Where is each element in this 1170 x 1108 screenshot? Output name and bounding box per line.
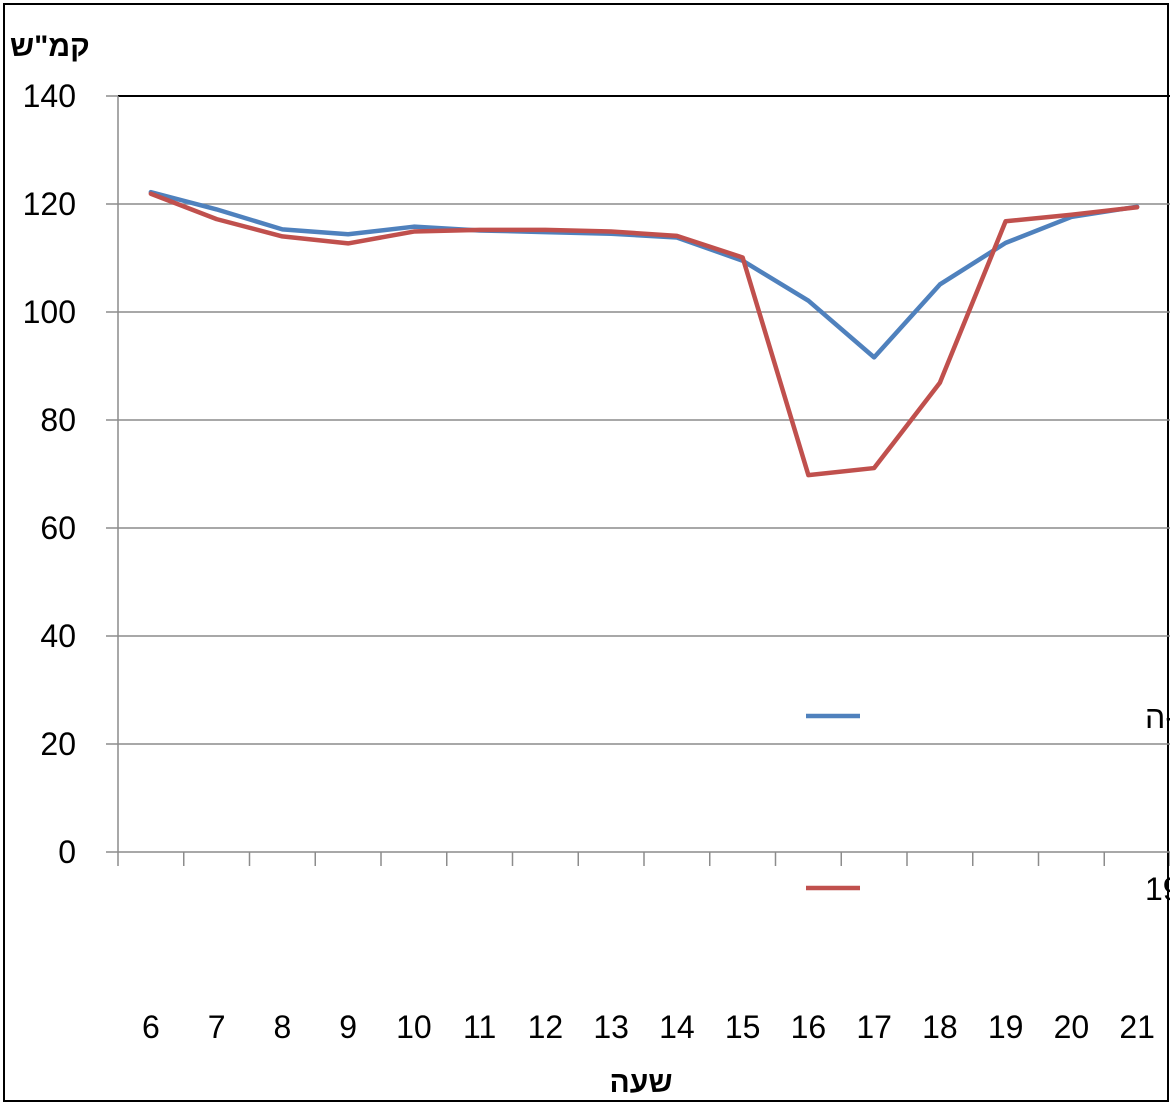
- legend-label-2: צפונה 19-20.10: [1145, 871, 1170, 907]
- x-tick-label: 9: [339, 1009, 357, 1045]
- y-tick-label: 120: [23, 186, 76, 222]
- x-axis-title: שעה: [610, 1066, 673, 1099]
- x-tick-label: 18: [922, 1009, 958, 1045]
- x-tick-label: 10: [396, 1009, 432, 1045]
- chart-frame: [4, 4, 1168, 1101]
- y-tick-label: 60: [40, 510, 76, 546]
- x-tick-label: 14: [659, 1009, 695, 1045]
- y-tick-label: 80: [40, 402, 76, 438]
- legend-label-1: צפונה א-ה: [1145, 699, 1170, 735]
- x-tick-label: 8: [273, 1009, 291, 1045]
- y-axis-title: קמ"ש: [10, 30, 90, 63]
- y-tick-label: 20: [40, 726, 76, 762]
- x-tick-label: 12: [528, 1009, 564, 1045]
- x-tick-label: 16: [791, 1009, 827, 1045]
- x-tick-label: 15: [725, 1009, 761, 1045]
- x-tick-label: 13: [593, 1009, 629, 1045]
- x-tick-label: 20: [1054, 1009, 1090, 1045]
- x-tick-label: 6: [142, 1009, 160, 1045]
- y-tick-label: 40: [40, 618, 76, 654]
- y-tick-label: 0: [58, 834, 76, 870]
- y-tick-label: 100: [23, 294, 76, 330]
- x-tick-label: 21: [1119, 1009, 1155, 1045]
- x-tick-label: 17: [856, 1009, 892, 1045]
- x-tick-label: 11: [463, 1009, 496, 1045]
- x-tick-label: 19: [988, 1009, 1024, 1045]
- y-tick-label: 140: [23, 78, 76, 114]
- x-tick-label: 7: [208, 1009, 226, 1045]
